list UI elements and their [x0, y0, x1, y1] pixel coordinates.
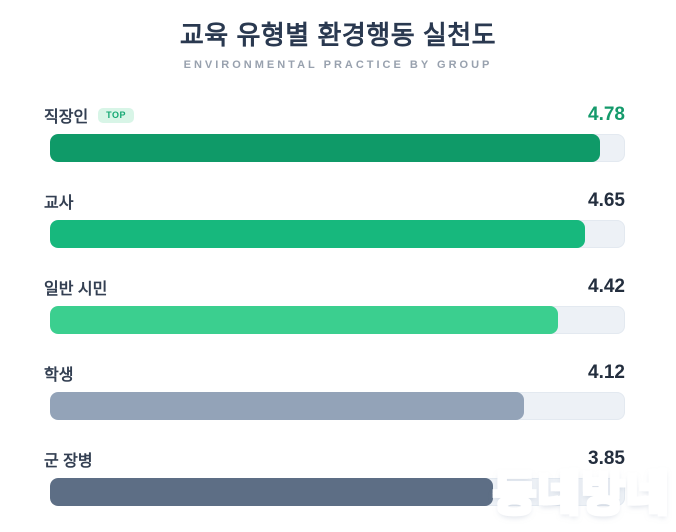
category-label: 직장인 — [44, 109, 89, 126]
value-label: 4.65 — [588, 190, 625, 211]
bar-fill — [50, 478, 493, 506]
bar-track — [50, 478, 625, 506]
value-label: 4.12 — [588, 362, 625, 383]
value-label: 4.78 — [588, 104, 625, 125]
row-header: 학생 4.12 — [44, 362, 625, 384]
bar-fill — [50, 392, 524, 420]
bar-row-ilban-simin: 일반 시민 4.42 — [44, 276, 625, 334]
page-subtitle: ENVIRONMENTAL PRACTICE BY GROUP — [183, 59, 493, 71]
value-label: 3.85 — [588, 448, 625, 469]
top-badge: TOP — [98, 107, 135, 123]
row-header: 교사 4.65 — [44, 190, 625, 212]
bar-track — [50, 220, 625, 248]
bar-row-haksaeng: 학생 4.12 — [44, 362, 625, 420]
bar-row-gyosa: 교사 4.65 — [44, 190, 625, 248]
bar-chart: 직장인 TOP 4.78 교사 4.65 일 — [44, 104, 625, 506]
bar-row-jikjangin: 직장인 TOP 4.78 — [44, 104, 625, 162]
value-label: 4.42 — [588, 276, 625, 297]
row-header: 일반 시민 4.42 — [44, 276, 625, 298]
bar-row-gun-jangbyeong: 군 장병 3.85 — [44, 448, 625, 506]
category-label: 군 장병 — [44, 453, 93, 470]
bar-track — [50, 306, 625, 334]
category-label: 학생 — [44, 367, 74, 384]
page-title: 교육 유형별 환경행동 실천도 — [179, 20, 497, 50]
row-header: 군 장병 3.85 — [44, 448, 625, 470]
row-header: 직장인 TOP 4.78 — [44, 104, 625, 126]
category-label: 일반 시민 — [44, 281, 108, 298]
bar-fill — [50, 220, 585, 248]
bar-track — [50, 134, 625, 162]
bar-fill — [50, 306, 559, 334]
bar-fill — [50, 134, 600, 162]
bar-track — [50, 392, 625, 420]
category-label: 교사 — [44, 195, 74, 212]
